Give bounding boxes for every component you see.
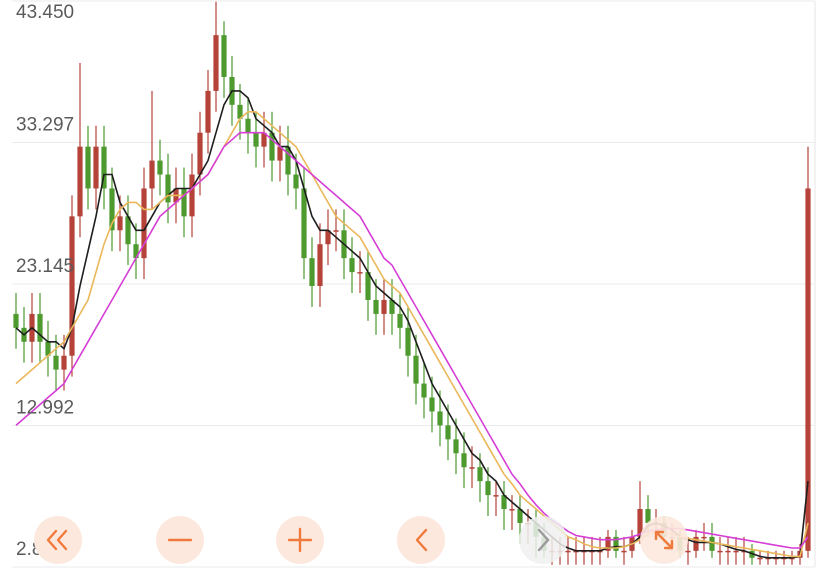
candle-body [13, 313, 19, 328]
candle-body [477, 467, 483, 482]
candle-body [485, 481, 491, 496]
candle-body [381, 299, 387, 314]
candle-body [429, 397, 435, 412]
candle-body [389, 299, 395, 314]
candle-body [165, 174, 171, 203]
candle-body [213, 35, 219, 91]
candle-body [709, 536, 715, 551]
zoom-in-button[interactable] [276, 516, 324, 564]
candle-body [493, 495, 499, 497]
candle-body [501, 495, 507, 510]
candle-body [637, 509, 643, 537]
candle-body [197, 132, 203, 175]
candle-body [605, 536, 611, 551]
candle-body [93, 146, 99, 189]
moving-average-line [15, 111, 809, 558]
candle-body [101, 146, 107, 189]
y-tick-label: 23.145 [16, 256, 74, 277]
candle-body [565, 550, 571, 553]
candle-body [53, 355, 59, 370]
candle-body [301, 188, 307, 259]
candle-body [45, 341, 51, 356]
candle-body [133, 244, 139, 259]
candle-body [261, 132, 267, 147]
candle-body [757, 557, 763, 560]
candle-body [157, 160, 163, 175]
scroll-left-button[interactable] [397, 516, 445, 564]
candle-body [621, 550, 627, 553]
candle-body [437, 411, 443, 426]
candle-body [453, 439, 459, 454]
candle-body [685, 550, 691, 553]
candle-body [237, 104, 243, 119]
candle-body [397, 313, 403, 328]
candle-body [725, 550, 731, 553]
candle-body [413, 355, 419, 384]
candle-body [405, 327, 411, 356]
candle-body [61, 355, 67, 370]
candle-body [333, 230, 339, 232]
candle-body [325, 230, 331, 245]
moving-average-line [15, 90, 809, 559]
candle-body [613, 536, 619, 551]
candle-body [221, 35, 227, 77]
candle-body [701, 536, 707, 539]
candle-body [37, 313, 43, 342]
scroll-start-button[interactable] [34, 516, 82, 564]
candle-body [253, 132, 259, 147]
candle-body [733, 550, 739, 553]
candle-body [365, 272, 371, 300]
candle-body [421, 383, 427, 398]
y-tick-label: 43.450 [16, 2, 74, 23]
candle-body [69, 216, 75, 356]
candle-body [373, 299, 379, 314]
grid [12, 0, 815, 568]
fullscreen-button[interactable] [640, 516, 688, 564]
candle-body [293, 174, 299, 189]
candle-body [189, 174, 195, 217]
candle-body [141, 188, 147, 259]
candle-body [357, 272, 363, 274]
candle-body [245, 118, 251, 133]
candle-body [717, 550, 723, 553]
y-tick-label: 12.992 [16, 398, 74, 419]
candle-body [805, 188, 811, 551]
candle-body [645, 509, 651, 523]
candle-body [109, 188, 115, 231]
candle-body [349, 258, 355, 273]
candle-body [469, 467, 475, 469]
candle-body [309, 258, 315, 287]
candle-body [205, 90, 211, 133]
candle-body [509, 509, 515, 511]
zoom-out-button[interactable] [156, 516, 204, 564]
toolbar [34, 516, 688, 564]
marks [13, 1, 811, 565]
moving-average-line [15, 131, 809, 549]
candle-body [693, 536, 699, 551]
candle-body [149, 160, 155, 189]
y-tick-label: 33.297 [16, 115, 74, 136]
candle-body [269, 132, 275, 161]
scroll-right-button[interactable] [519, 516, 567, 564]
candle-body [445, 425, 451, 440]
candle-body [85, 146, 91, 189]
candle-body [181, 188, 187, 217]
candle-body [277, 146, 283, 161]
candle-body [317, 244, 323, 287]
candle-body [285, 146, 291, 175]
candle-body [125, 216, 131, 245]
candle-body [77, 146, 83, 217]
candle-body [461, 453, 467, 468]
candle-body [517, 509, 523, 523]
candle-body [117, 216, 123, 231]
